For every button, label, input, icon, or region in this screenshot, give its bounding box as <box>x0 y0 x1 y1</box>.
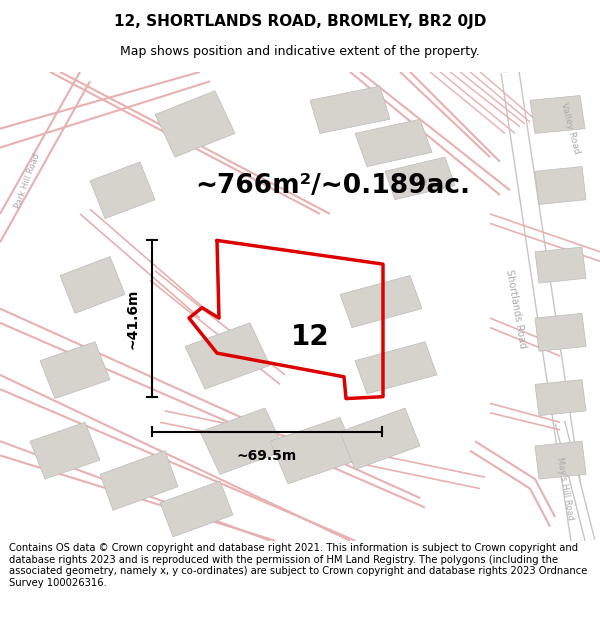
Text: May's Hill Road: May's Hill Road <box>555 456 575 521</box>
Polygon shape <box>535 379 586 416</box>
Polygon shape <box>90 162 155 219</box>
Text: Valley Road: Valley Road <box>559 102 581 155</box>
Polygon shape <box>60 256 125 313</box>
Text: Park Hill Road: Park Hill Road <box>14 152 42 209</box>
Text: The Glen: The Glen <box>409 173 451 194</box>
Polygon shape <box>270 418 358 484</box>
Polygon shape <box>160 481 233 537</box>
Text: 12: 12 <box>290 323 329 351</box>
Text: ~766m²/~0.189ac.: ~766m²/~0.189ac. <box>195 173 470 199</box>
Polygon shape <box>310 86 390 133</box>
Polygon shape <box>155 91 235 157</box>
Polygon shape <box>340 276 422 328</box>
Polygon shape <box>185 323 270 389</box>
Text: ~69.5m: ~69.5m <box>237 449 297 462</box>
Polygon shape <box>355 119 432 167</box>
Polygon shape <box>355 342 437 394</box>
Text: Shortlands Road: Shortlands Road <box>504 268 528 349</box>
Polygon shape <box>535 313 586 351</box>
Text: Contains OS data © Crown copyright and database right 2021. This information is : Contains OS data © Crown copyright and d… <box>9 543 587 588</box>
Polygon shape <box>40 342 110 399</box>
Polygon shape <box>100 451 178 511</box>
Polygon shape <box>535 167 586 204</box>
Polygon shape <box>530 96 585 133</box>
Polygon shape <box>535 441 586 479</box>
Polygon shape <box>385 157 455 200</box>
Text: 12, SHORTLANDS ROAD, BROMLEY, BR2 0JD: 12, SHORTLANDS ROAD, BROMLEY, BR2 0JD <box>114 14 486 29</box>
Polygon shape <box>30 422 100 479</box>
Text: ~41.6m: ~41.6m <box>126 288 140 349</box>
Polygon shape <box>535 247 586 283</box>
Text: Map shows position and indicative extent of the property.: Map shows position and indicative extent… <box>120 44 480 58</box>
Polygon shape <box>200 408 285 474</box>
Polygon shape <box>340 408 420 469</box>
